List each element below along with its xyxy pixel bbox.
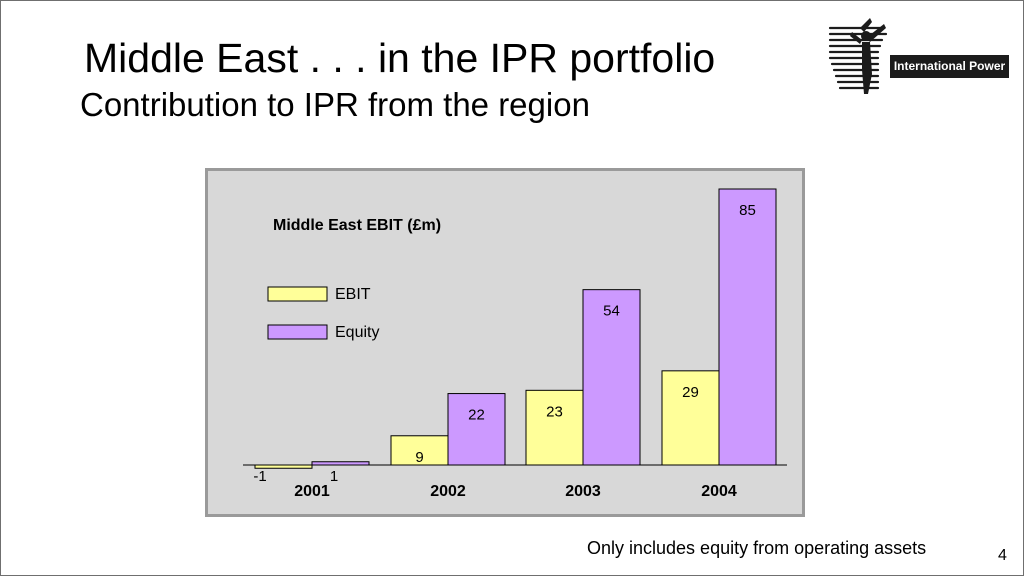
chart-title: Middle East EBIT (£m) xyxy=(273,217,441,234)
bar-equity-2004 xyxy=(718,188,777,466)
bar-equity-2003 xyxy=(582,289,641,466)
data-label-equity-2003: 54 xyxy=(603,303,620,320)
slide-title: Middle East . . . in the IPR portfolio xyxy=(84,35,716,81)
slide-subtitle: Contribution to IPR from the region xyxy=(80,86,590,123)
legend-label-equity: Equity xyxy=(335,324,379,341)
bar-equity-2002 xyxy=(447,393,506,466)
data-label-equity-2001: 1 xyxy=(330,468,338,485)
data-label-ebit-2002: 9 xyxy=(415,449,423,466)
logo-wordmark: International Power xyxy=(890,55,1009,78)
bar-ebit-2004 xyxy=(661,370,720,466)
international-power-logo xyxy=(828,18,888,94)
bar-ebit-2003 xyxy=(525,389,584,466)
data-label-ebit-2003: 23 xyxy=(546,403,563,420)
data-label-equity-2004: 85 xyxy=(739,202,756,219)
footnote: Only includes equity from operating asse… xyxy=(587,538,927,558)
data-label-equity-2002: 22 xyxy=(468,407,485,424)
legend-label-ebit: EBIT xyxy=(335,286,371,303)
ebit-bar-chart: Middle East EBIT (£m) EBIT Equity 2001 20… xyxy=(205,168,805,517)
x-tick-2001: 2001 xyxy=(294,483,330,500)
x-tick-2004: 2004 xyxy=(701,483,737,500)
legend-swatch-ebit xyxy=(267,286,328,302)
page-number: 4 xyxy=(998,547,1007,564)
data-label-ebit-2004: 29 xyxy=(682,384,699,401)
data-label-ebit-2001: -1 xyxy=(253,468,266,485)
chart-container: Middle East EBIT (£m) EBIT Equity 2001 20… xyxy=(205,168,805,517)
legend-swatch-equity xyxy=(267,324,328,340)
x-tick-2002: 2002 xyxy=(430,483,466,500)
x-tick-2003: 2003 xyxy=(565,483,601,500)
